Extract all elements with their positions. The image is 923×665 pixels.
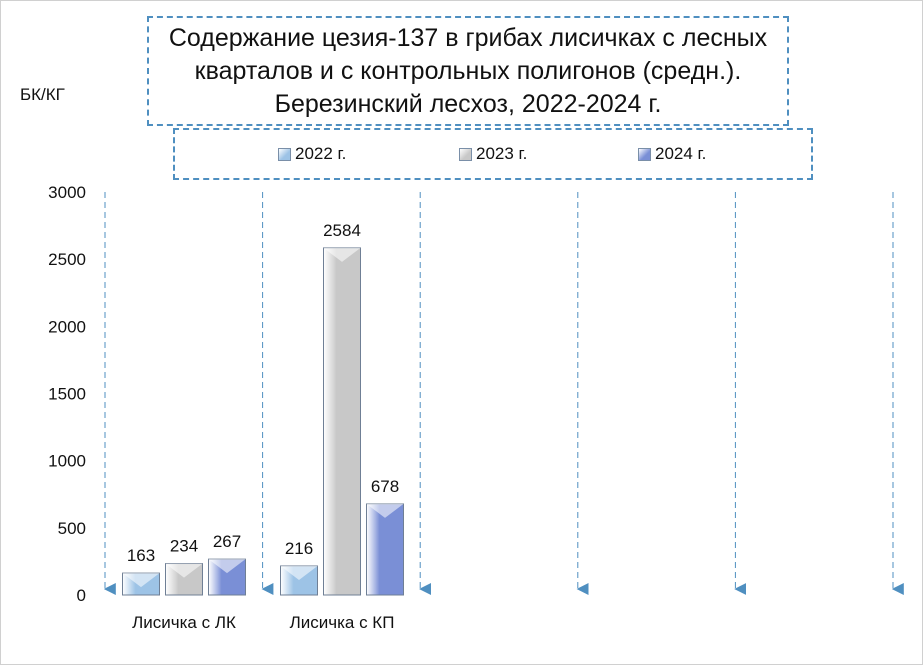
data-label: 2584: [323, 221, 361, 240]
y-tick-label: 3000: [48, 183, 86, 202]
bar-bevel: [323, 247, 361, 262]
legend-swatch-2022: [278, 147, 291, 161]
y-tick-label: 1000: [48, 452, 86, 471]
legend-label-2024: 2024 г.: [655, 144, 707, 163]
bar-bevel: [366, 503, 404, 518]
bar-2023г-1: [323, 247, 361, 596]
legend-label-2023: 2023 г.: [476, 144, 528, 163]
bar-bevel: [165, 563, 203, 578]
chart-legend: 2022 г. 2023 г. 2024 г.: [173, 128, 813, 180]
y-tick-label: 2000: [48, 317, 86, 336]
y-tick-label: 500: [58, 519, 86, 538]
bar-bevel: [280, 565, 318, 580]
chart-title-line-2: кварталов и с контрольных полигонов (сре…: [194, 56, 742, 85]
bar-bevel: [122, 573, 160, 588]
legend-label-2022: 2022 г.: [295, 144, 347, 163]
y-tick-label: 0: [77, 586, 86, 605]
legend-item-2024: 2024 г.: [638, 144, 706, 164]
legend-swatch-2023: [459, 147, 472, 161]
legend-item-2022: 2022 г.: [278, 144, 346, 164]
chart-title-line-3: Березинский лесхоз, 2022-2024 г.: [274, 89, 662, 118]
chart-title-line-1: Содержание цезия-137 в грибах лисичках с…: [168, 23, 768, 52]
legend-swatch-2024: [638, 147, 651, 161]
legend-item-2023: 2023 г.: [459, 144, 527, 164]
data-label: 267: [213, 532, 241, 551]
y-tick-label: 1500: [48, 385, 86, 404]
y-axis-label: БК/КГ: [20, 85, 65, 104]
x-category-label: Лисичка с КП: [290, 613, 395, 632]
x-category-label: Лисичка с ЛК: [132, 613, 236, 632]
chart-title: Содержание цезия-137 в грибах лисичках с…: [147, 16, 789, 126]
bar-2024г-1: [366, 503, 404, 596]
data-label: 234: [170, 537, 198, 556]
data-label: 678: [371, 477, 399, 496]
data-label: 216: [285, 539, 313, 558]
y-tick-label: 2500: [48, 250, 86, 269]
data-label: 163: [127, 546, 155, 565]
bar-bevel: [208, 559, 246, 574]
